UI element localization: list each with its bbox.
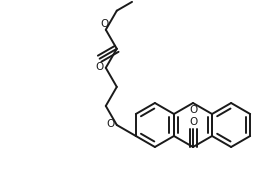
Text: O: O (101, 19, 109, 29)
Text: O: O (106, 119, 115, 129)
Text: O: O (95, 62, 104, 72)
Text: O: O (189, 117, 197, 127)
Text: O: O (189, 105, 197, 115)
